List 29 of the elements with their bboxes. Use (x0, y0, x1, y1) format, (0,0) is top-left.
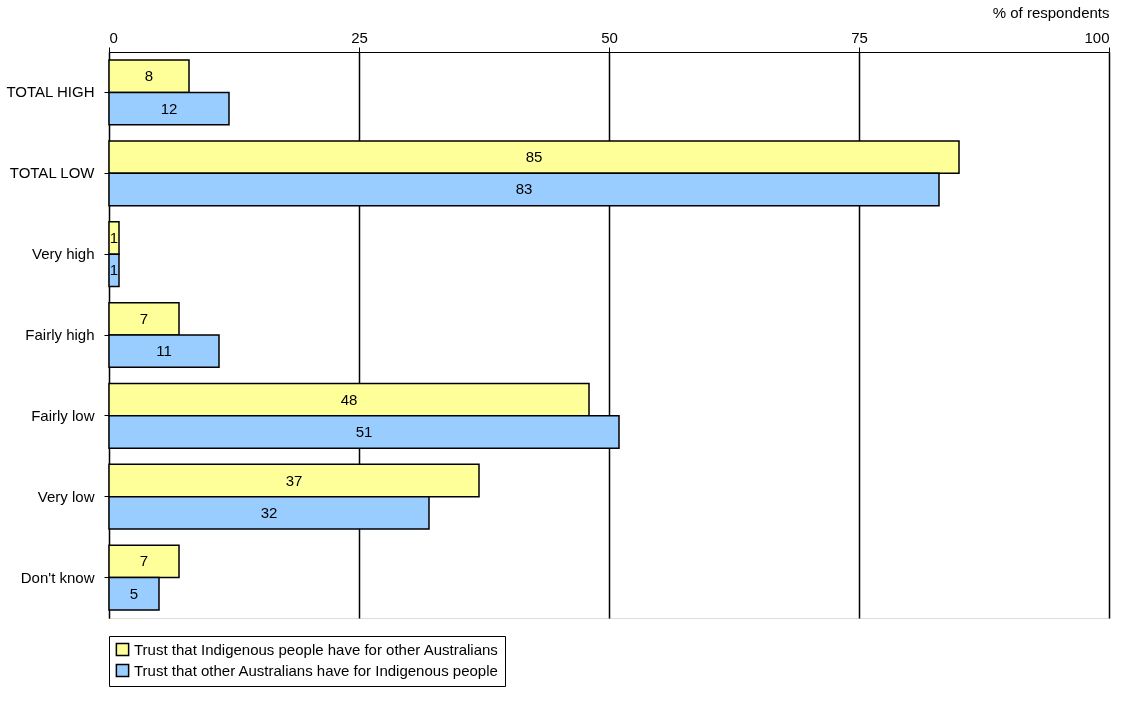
x-tick-label: 0 (109, 28, 118, 46)
data-label: 83 (515, 180, 533, 198)
data-label: 12 (160, 99, 178, 117)
data-label: 7 (139, 309, 149, 327)
data-label: 8 (144, 67, 154, 85)
legend-label: Trust that other Australians have for Indigenous people (134, 661, 498, 679)
x-tick-label: 75 (851, 28, 868, 46)
data-label: 5 (129, 584, 139, 602)
data-label: 7 (139, 552, 149, 570)
x-tick-label: 100 (1084, 28, 1110, 46)
data-label: 1 (109, 261, 119, 279)
data-label: 11 (156, 342, 172, 360)
legend-label: Trust that Indigenous people have for other Australians (134, 640, 498, 658)
x-tick-label: 25 (351, 28, 368, 46)
data-label: 85 (525, 148, 543, 166)
data-label: 1 (109, 228, 119, 246)
y-tick-label: TOTAL LOW (9, 164, 96, 182)
y-tick-label: TOTAL HIGH (6, 83, 95, 101)
y-tick-label: Don't know (20, 568, 95, 586)
y-tick-label: Fairly low (31, 406, 95, 424)
x-axis-title: % of respondents (992, 3, 1110, 21)
data-label: 32 (260, 503, 278, 521)
x-tick-label: 50 (601, 28, 618, 46)
data-label: 37 (285, 471, 303, 489)
y-tick-label: Very high (31, 245, 95, 263)
data-label: 51 (355, 423, 373, 441)
y-tick-label: Fairly high (25, 326, 95, 343)
y-tick-label: Very low (37, 487, 95, 505)
data-label: 48 (340, 390, 358, 408)
